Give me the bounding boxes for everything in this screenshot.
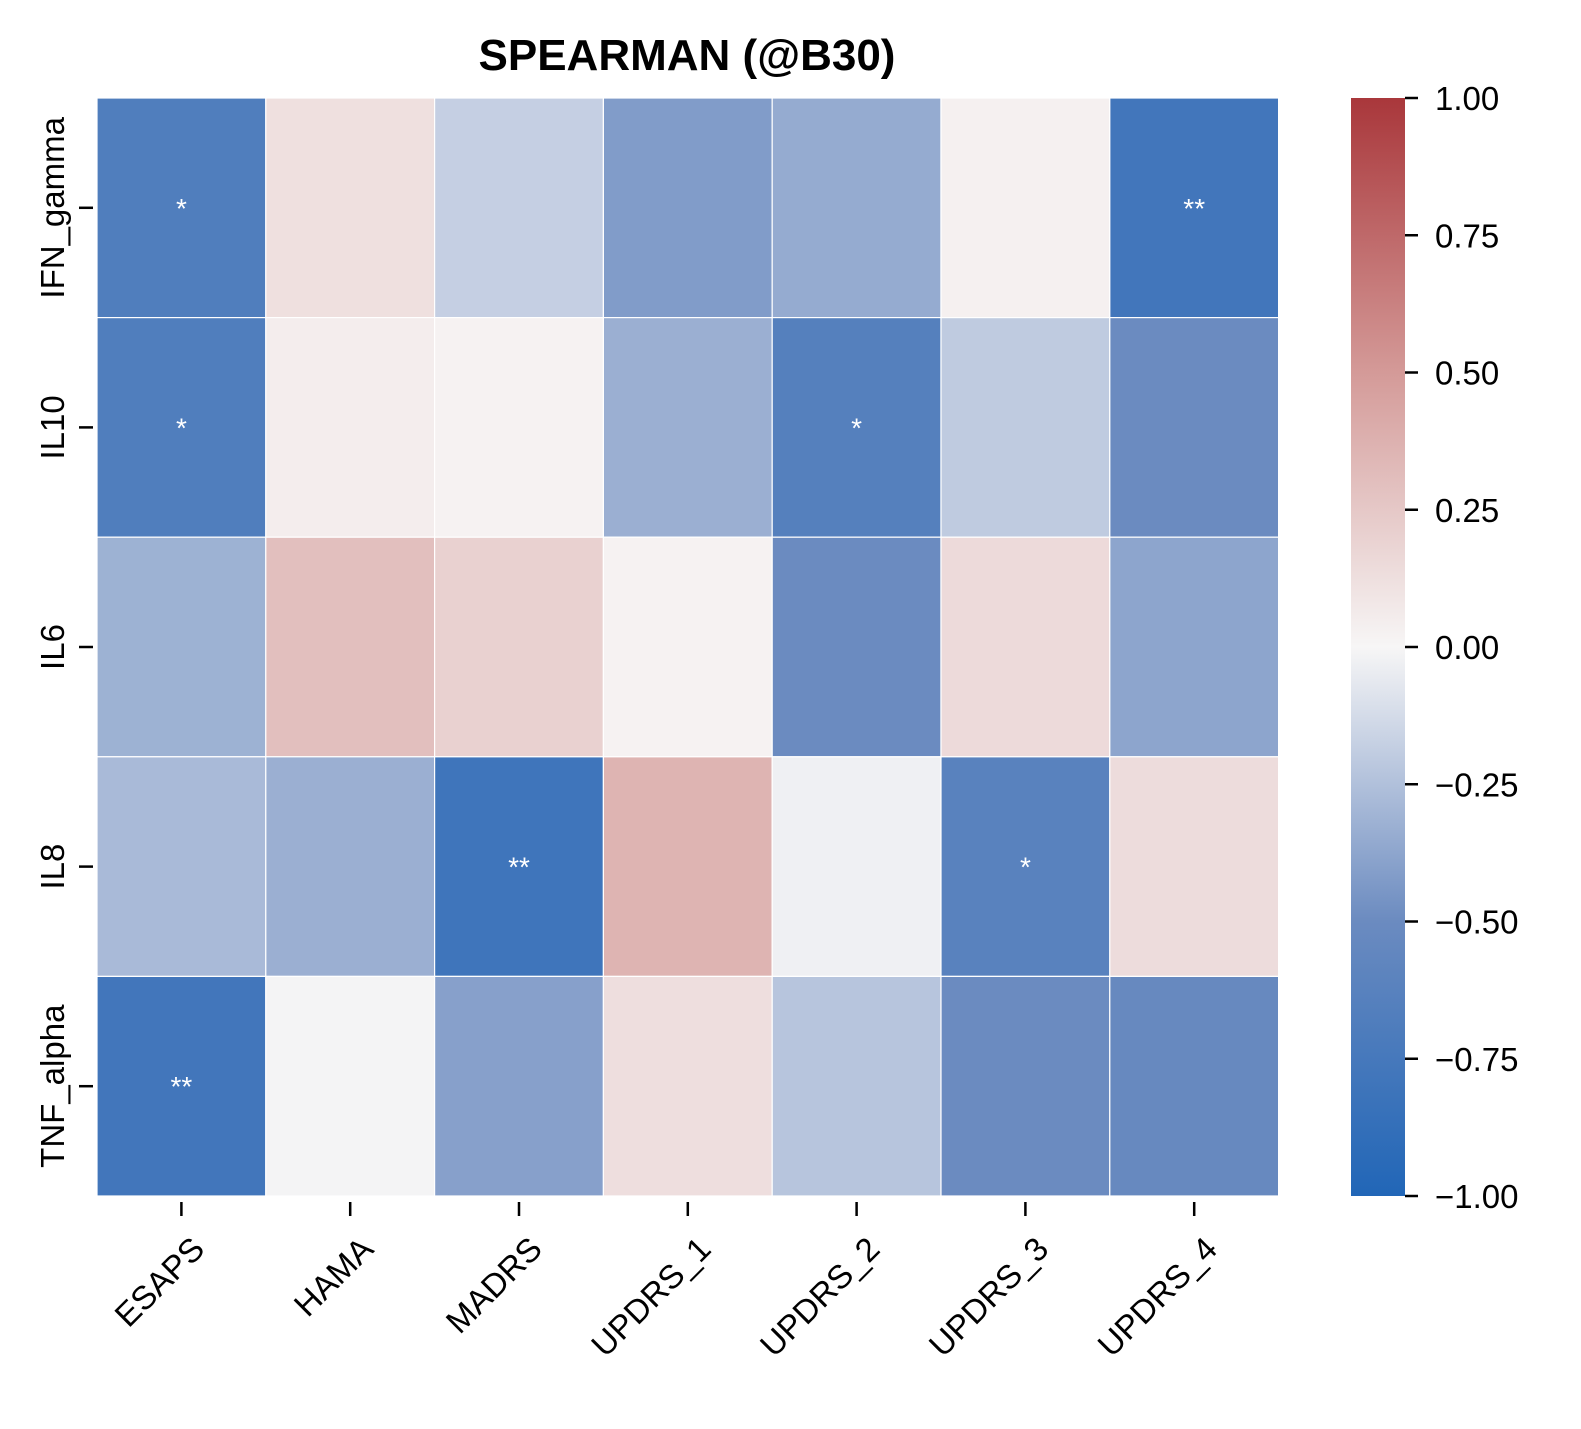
heatmap-cell-IFN_gamma-UPDRS_2: [771, 97, 942, 319]
significance-label: **: [171, 1071, 193, 1102]
heatmap-cells: [96, 97, 1280, 1197]
x-tick-label: ESAPS: [107, 1230, 211, 1334]
heatmap-cell-IL8-UPDRS_3: [940, 756, 1111, 977]
colorbar-tick-label: −0.25: [1435, 766, 1519, 803]
heatmap-cell-TNF_alpha-UPDRS_1: [602, 975, 773, 1197]
heatmap-cell-IFN_gamma-MADRS: [434, 97, 605, 319]
heatmap-cell-IL6-HAMA: [265, 536, 436, 758]
heatmap-cell-TNF_alpha-UPDRS_4: [1109, 975, 1280, 1197]
heatmap-cell-IL6-ESAPS: [96, 536, 267, 758]
x-tick-label: UPDRS_2: [753, 1230, 887, 1364]
y-tick-label: IL8: [34, 844, 71, 890]
heatmap-cell-IFN_gamma-ESAPS: [96, 97, 267, 319]
heatmap-cell-TNF_alpha-MADRS: [434, 975, 605, 1197]
colorbar-tick-label: 0.00: [1435, 629, 1499, 666]
heatmap-cell-IFN_gamma-UPDRS_1: [602, 97, 773, 319]
significance-label: *: [851, 412, 862, 443]
heatmap-cell-IL6-UPDRS_1: [602, 536, 773, 758]
heatmap-cell-IFN_gamma-UPDRS_4: [1109, 97, 1280, 319]
x-tick-label: HAMA: [287, 1230, 381, 1324]
y-axis: IFN_gamma IL10 IL6 IL8 TNF_alpha: [34, 116, 93, 1168]
significance-annotations: * *** *** ***: [171, 193, 1206, 1102]
chart-title: SPEARMAN (@B30): [479, 31, 896, 80]
colorbar-tick-label: 0.25: [1435, 492, 1499, 529]
heatmap-cell-IL10-UPDRS_1: [602, 317, 773, 538]
x-axis: ESAPS HAMA MADRS UPDRS_1 UPDRS_2 UPDRS_3 UPDRS…: [107, 1202, 1224, 1364]
colorbar: 1.00 0.75 0.50 0.25 0.00 −0.25 −0.50 −0.75 −1.00: [1351, 80, 1519, 1215]
heatmap-cell-IL6-UPDRS_2: [771, 536, 942, 758]
heatmap-cell-IL8-UPDRS_2: [771, 756, 942, 977]
heatmap-cell-IL6-UPDRS_4: [1109, 536, 1280, 758]
x-tick-label: UPDRS_4: [1090, 1230, 1224, 1364]
significance-label: *: [1020, 852, 1031, 883]
heatmap-cell-IL10-UPDRS_4: [1109, 317, 1280, 538]
x-tick-label: UPDRS_1: [584, 1230, 718, 1364]
heatmap-cell-IL8-UPDRS_1: [602, 756, 773, 977]
colorbar-tick-label: 1.00: [1435, 80, 1499, 117]
colorbar-tick-label: 0.75: [1435, 217, 1499, 254]
x-tick-label: UPDRS_3: [922, 1230, 1056, 1364]
heatmap-cell-TNF_alpha-UPDRS_3: [940, 975, 1111, 1197]
heatmap-cell-IL10-MADRS: [434, 317, 605, 538]
colorbar-gradient: [1351, 98, 1405, 1196]
heatmap-cell-IFN_gamma-HAMA: [265, 97, 436, 319]
x-tick-label: MADRS: [438, 1230, 548, 1340]
heatmap-cell-IL8-ESAPS: [96, 756, 267, 977]
y-tick-label: IFN_gamma: [34, 116, 71, 298]
significance-label: **: [508, 852, 530, 883]
heatmap-cell-IL6-UPDRS_3: [940, 536, 1111, 758]
y-tick-label: IL6: [34, 624, 71, 670]
y-tick-label: TNF_alpha: [34, 1004, 71, 1168]
heatmap-cell-IL10-UPDRS_3: [940, 317, 1111, 538]
significance-label: *: [176, 412, 187, 443]
heatmap-cell-IL8-MADRS: [434, 756, 605, 977]
heatmap-cell-TNF_alpha-UPDRS_2: [771, 975, 942, 1197]
colorbar-tick-label: −1.00: [1435, 1178, 1519, 1215]
heatmap-cell-IL6-MADRS: [434, 536, 605, 758]
heatmap-cell-IL8-UPDRS_4: [1109, 756, 1280, 977]
colorbar-tick-label: −0.50: [1435, 904, 1519, 941]
colorbar-tick-label: 0.50: [1435, 355, 1499, 392]
significance-label: *: [176, 193, 187, 224]
heatmap-cell-IL8-HAMA: [265, 756, 436, 977]
colorbar-tick-label: −0.75: [1435, 1041, 1519, 1078]
heatmap-cell-IL10-UPDRS_2: [771, 317, 942, 538]
significance-label: **: [1183, 193, 1205, 224]
heatmap-cell-TNF_alpha-HAMA: [265, 975, 436, 1197]
heatmap-cell-IFN_gamma-UPDRS_3: [940, 97, 1111, 319]
heatmap-cell-IL10-ESAPS: [96, 317, 267, 538]
heatmap-cell-IL10-HAMA: [265, 317, 436, 538]
heatmap-cell-TNF_alpha-ESAPS: [96, 975, 267, 1197]
y-tick-label: IL10: [34, 395, 71, 459]
